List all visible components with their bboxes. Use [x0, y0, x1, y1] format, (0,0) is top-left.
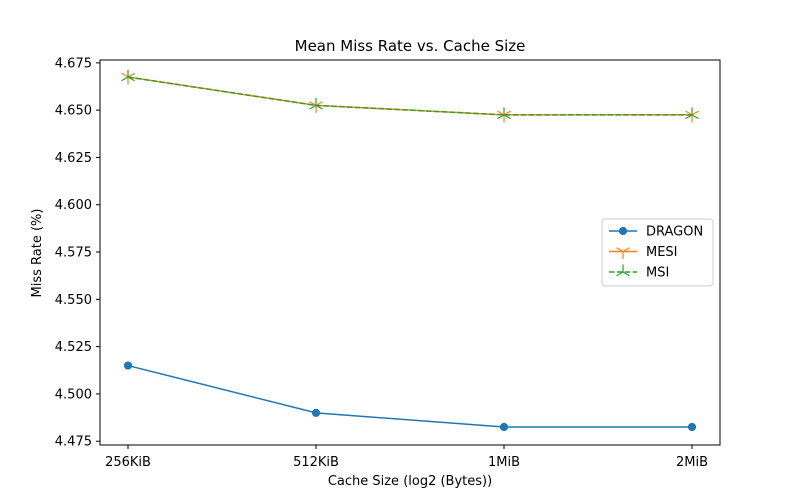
chart-title: Mean Miss Rate vs. Cache Size [295, 37, 526, 55]
legend: DRAGON MESI MSI [601, 218, 714, 287]
x-tick-label: 1MiB [488, 455, 520, 470]
legend-marker-msi [616, 264, 630, 277]
y-tick-label: 4.625 [55, 151, 92, 166]
x-tick-label: 256KiB [105, 455, 151, 470]
data-point-msi [685, 107, 699, 120]
legend-label-dragon: DRAGON [646, 225, 703, 240]
y-tick-label: 4.500 [55, 387, 92, 402]
legend-frame [601, 218, 714, 287]
legend-marker-mesi [616, 247, 630, 259]
x-axis-ticks: 256KiB 512KiB 1MiB 2MiB [105, 445, 708, 470]
data-point-dragon [311, 408, 321, 417]
legend-marker-dragon [618, 226, 628, 236]
data-point-dragon [499, 422, 509, 432]
legend-label-mesi: MESI [646, 245, 678, 260]
x-tick-label: 512KiB [293, 455, 339, 470]
y-tick-label: 4.575 [55, 246, 92, 261]
series-line-msi [127, 76, 692, 116]
x-axis-label: Cache Size (log2 (Bytes)) [328, 474, 492, 489]
series-line-dragon [127, 364, 692, 428]
y-axis-ticks: 4.475 4.500 4.525 4.550 4.575 4.600 4.625 4.650… [55, 56, 100, 450]
data-point-dragon [123, 361, 133, 370]
y-tick-label: 4.525 [55, 340, 92, 355]
data-point-dragon [687, 422, 697, 432]
plot-frame [99, 59, 721, 446]
data-point-msi [497, 107, 511, 120]
data-point-msi [121, 69, 135, 82]
series-dragon [123, 361, 697, 432]
y-tick-label: 4.675 [55, 56, 92, 71]
series-msi [121, 69, 699, 120]
y-tick-label: 4.550 [55, 293, 92, 308]
x-tick-label: 2MiB [676, 455, 708, 470]
legend-item-msi: MSI [609, 264, 669, 281]
y-tick-label: 4.600 [55, 198, 92, 213]
data-point-msi [309, 97, 323, 110]
legend-label-msi: MSI [646, 266, 669, 281]
series-layer [121, 69, 699, 432]
y-tick-label: 4.475 [55, 435, 92, 450]
legend-item-mesi: MESI [609, 245, 678, 260]
y-tick-label: 4.650 [55, 104, 92, 119]
data-point-mesi [121, 72, 135, 85]
legend-item-dragon: DRAGON [609, 225, 703, 240]
y-axis-label: Miss Rate (%) [30, 209, 45, 298]
